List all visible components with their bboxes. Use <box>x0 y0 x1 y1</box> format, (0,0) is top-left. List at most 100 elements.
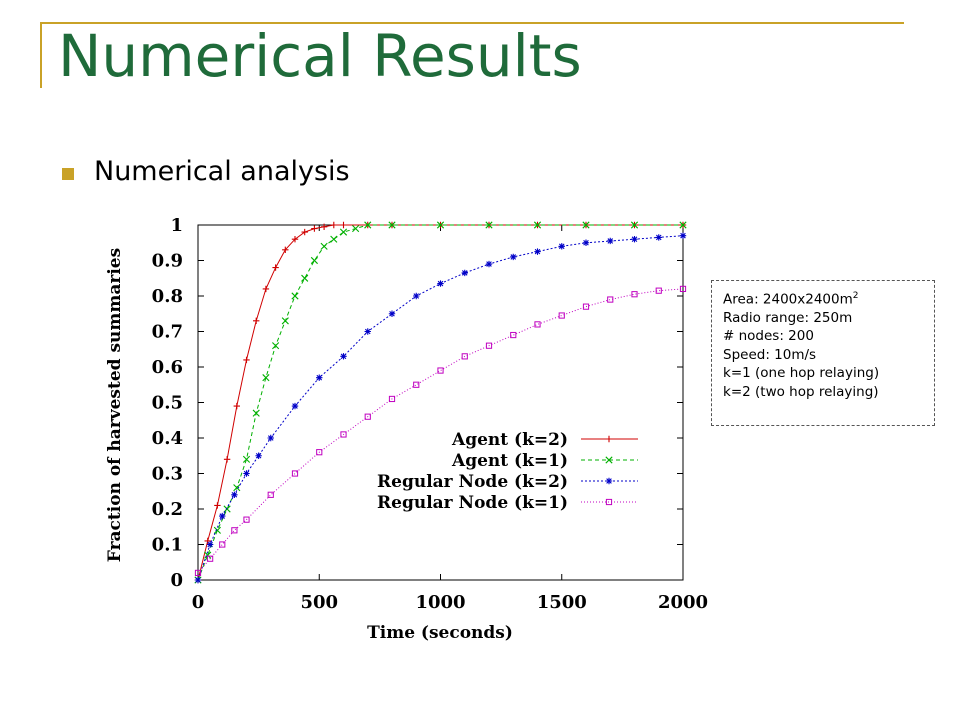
square-marker <box>316 449 323 456</box>
square-marker <box>231 527 238 534</box>
plus-marker <box>311 225 318 232</box>
square-marker <box>558 312 565 319</box>
star-marker <box>485 260 493 268</box>
param-area-superscript: 2 <box>852 291 859 301</box>
square-marker <box>219 541 226 548</box>
param-k1: k=1 (one hop relaying) <box>723 365 880 382</box>
axis-ticks: 0 500 1000 1500 2000 0 0.1 0.2 0.3 0.4 0.5 0.6 0.7 0.… <box>152 215 708 613</box>
plus-marker <box>243 356 250 364</box>
bullet-text: Numerical analysis <box>94 156 350 187</box>
y-tick-label: 0.5 <box>152 393 183 414</box>
star-marker <box>291 402 299 410</box>
square-marker <box>364 413 371 420</box>
square-marker <box>291 470 299 477</box>
y-tick-label: 0.7 <box>152 322 183 343</box>
plus-marker <box>272 264 279 271</box>
y-tick-label: 0.2 <box>152 499 183 520</box>
x-marker <box>242 455 251 463</box>
series-line <box>197 224 683 581</box>
square-marker <box>582 303 590 310</box>
slide-title: Numerical Results <box>58 22 582 90</box>
parameters-box: Area: 2400x2400m2 Radio range: 250m # no… <box>711 280 935 426</box>
square-marker <box>243 516 250 523</box>
plus-marker <box>262 285 270 293</box>
plus-marker <box>253 317 260 325</box>
title-rule-left <box>40 22 42 88</box>
x-marker <box>436 221 445 229</box>
square-marker <box>485 342 493 349</box>
square-marker <box>461 353 468 360</box>
star-marker <box>655 234 662 241</box>
plus-marker <box>282 246 289 254</box>
x-marker <box>252 409 260 417</box>
square-marker <box>510 331 517 339</box>
legend: Agent (k=2)Agent (k=1)Regular Node (k=2)… <box>377 430 638 513</box>
x-marker <box>291 292 299 300</box>
x-axis-label: Time (seconds) <box>367 623 513 643</box>
x-marker <box>223 505 231 513</box>
x-marker <box>310 256 318 265</box>
plus-marker <box>605 435 613 443</box>
plus-marker <box>204 537 211 545</box>
star-marker <box>631 236 638 243</box>
legend-label: Regular Node (k=2) <box>377 472 568 492</box>
square-marker <box>194 569 202 576</box>
x-marker <box>388 221 396 229</box>
param-speed: Speed: 10m/s <box>723 346 817 363</box>
square-marker <box>607 296 614 303</box>
square-marker <box>437 367 444 374</box>
series-3 <box>194 285 687 576</box>
x-marker <box>262 374 270 382</box>
plus-marker <box>214 502 221 509</box>
square-marker <box>388 395 396 403</box>
x-marker <box>679 221 687 229</box>
star-marker <box>340 353 347 360</box>
y-tick-label: 0.4 <box>152 428 183 449</box>
x-marker <box>204 551 212 559</box>
x-tick-label: 1000 <box>415 592 465 613</box>
square-marker <box>655 287 662 294</box>
y-tick-label: 0.9 <box>152 251 183 272</box>
param-area: Area: 2400x2400m2 <box>723 287 934 309</box>
star-marker <box>255 452 262 459</box>
plus-marker <box>340 221 347 229</box>
x-marker <box>233 484 241 492</box>
square-marker <box>679 285 687 292</box>
star-marker <box>679 232 687 239</box>
x-marker <box>339 228 348 236</box>
plus-marker <box>291 236 299 243</box>
star-marker <box>316 374 323 381</box>
title-rule-top <box>40 22 904 24</box>
star-marker <box>388 310 396 317</box>
x-marker <box>485 221 493 229</box>
y-tick-label: 0.1 <box>152 535 183 556</box>
x-marker <box>605 456 613 464</box>
x-marker <box>330 235 338 243</box>
x-tick-label: 500 <box>300 592 338 613</box>
y-tick-label: 0 <box>170 570 183 591</box>
star-marker <box>194 576 202 584</box>
square-marker <box>605 498 613 506</box>
series-2 <box>194 232 687 584</box>
x-marker <box>320 242 328 250</box>
star-marker <box>582 239 590 246</box>
square-marker <box>340 431 347 438</box>
series-layer <box>194 221 687 584</box>
star-marker <box>267 434 274 442</box>
star-marker <box>243 470 250 477</box>
legend-label: Agent (k=1) <box>451 451 568 471</box>
plus-marker <box>223 456 231 463</box>
plus-marker <box>301 228 308 236</box>
y-tick-label: 1 <box>170 215 183 236</box>
param-k2: k=2 (two hop relaying) <box>723 383 879 400</box>
star-marker <box>558 243 565 250</box>
star-marker <box>534 248 541 255</box>
star-marker <box>206 541 214 548</box>
series-line <box>197 235 684 581</box>
y-tick-label: 0.6 <box>152 357 183 378</box>
square-marker <box>534 321 541 328</box>
star-marker <box>231 491 238 498</box>
y-tick-label: 0.8 <box>152 286 183 307</box>
star-marker <box>219 512 226 520</box>
x-marker <box>352 224 360 233</box>
